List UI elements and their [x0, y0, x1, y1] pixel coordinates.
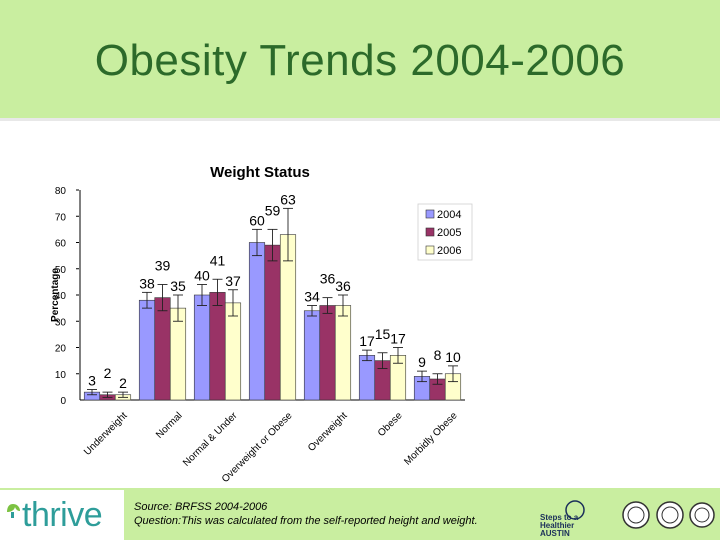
category-label-6: Morbidly Obese — [402, 410, 460, 468]
data-label-2004-6: 9 — [418, 354, 426, 370]
category-label-5: Obese — [376, 410, 405, 439]
data-label-2005-3: 59 — [265, 202, 281, 218]
source-note: Source: BRFSS 2004-2006 Question:This wa… — [134, 500, 478, 528]
health-seal-icon — [689, 502, 715, 528]
bar-2004-2 — [193, 294, 211, 401]
bar-2004-4 — [303, 310, 321, 401]
y-tick-label: 10 — [55, 370, 67, 381]
category-label-4: Overweight — [306, 410, 350, 454]
data-label-2006-0: 2 — [119, 375, 127, 391]
bar-2005-4 — [319, 305, 336, 401]
title-band: Obesity Trends 2004-2006 — [0, 0, 720, 118]
bar-2005-2 — [209, 292, 226, 401]
data-label-2005-5: 15 — [375, 326, 391, 342]
leaf-icon — [7, 504, 20, 518]
data-label-2005-0: 2 — [104, 365, 112, 381]
data-label-2004-4: 34 — [304, 289, 320, 305]
bar-2004-1 — [138, 299, 156, 401]
legend-label-2005: 2005 — [437, 227, 461, 239]
legend-label-2006: 2006 — [437, 245, 461, 257]
bar-2005-1 — [154, 297, 171, 401]
y-tick-label: 0 — [60, 396, 66, 407]
bar-2005-3 — [264, 244, 281, 401]
data-label-2004-3: 60 — [249, 212, 265, 228]
weight-status-chart: Weight Status Percentage 0 10 20 30 40 50 60 70 80… — [50, 164, 473, 485]
data-label-2006-2: 37 — [225, 273, 241, 289]
y-tick-label: 20 — [55, 344, 67, 355]
data-label-2006-4: 36 — [335, 278, 351, 294]
y-axis-label: Percentage — [50, 268, 61, 322]
slide-title: Obesity Trends 2004-2006 — [94, 36, 626, 85]
bar-2006-2 — [224, 302, 242, 401]
question-line: Question:This was calculated from the se… — [134, 515, 478, 527]
data-label-2005-1: 39 — [155, 258, 171, 274]
data-label-2006-3: 63 — [280, 191, 296, 207]
city-seal-icon — [622, 501, 650, 529]
partner-seal-icon — [565, 500, 585, 520]
category-label-1: Normal — [154, 410, 185, 441]
chart-title: Weight Status — [210, 164, 310, 181]
bar-2004-3 — [248, 242, 266, 401]
data-label-2004-2: 40 — [194, 268, 210, 284]
y-tick-label: 30 — [55, 317, 67, 328]
legend-swatch-2006 — [425, 245, 435, 255]
category-label-0: Underweight — [82, 410, 130, 458]
bar-2004-5 — [358, 355, 376, 401]
legend-swatch-2005 — [425, 227, 435, 237]
data-label-2004-0: 3 — [88, 373, 96, 389]
y-tick-label: 40 — [55, 291, 67, 302]
source-line: Source: BRFSS 2004-2006 — [134, 501, 268, 513]
data-label-2004-1: 38 — [139, 275, 155, 291]
partner-logo-text: Steps to a Healthier AUSTIN — [540, 513, 579, 538]
data-label-2005-6: 8 — [434, 347, 442, 363]
data-label-2006-6: 10 — [445, 349, 461, 365]
category-label-2: Normal & Under — [181, 410, 240, 469]
title-divider — [0, 118, 720, 121]
logo-text: thrive — [22, 496, 103, 534]
legend-label-2004: 2004 — [437, 209, 461, 221]
county-seal-icon — [656, 501, 684, 529]
bar-2006-1 — [169, 307, 187, 401]
data-label-2005-2: 41 — [210, 252, 226, 268]
y-tick-label: 70 — [55, 212, 67, 223]
legend-swatch-2004 — [425, 209, 435, 219]
partner-logos — [565, 500, 715, 529]
y-tick-label: 50 — [55, 265, 67, 276]
data-label-2006-1: 35 — [170, 278, 186, 294]
data-label-2004-5: 17 — [359, 333, 375, 349]
y-tick-label: 60 — [55, 239, 67, 250]
data-label-2006-5: 17 — [390, 331, 406, 347]
data-label-2005-4: 36 — [320, 271, 336, 287]
ithrive-logo: thrive — [0, 490, 124, 540]
bar-2006-4 — [334, 305, 352, 401]
y-tick-label: 80 — [55, 186, 67, 197]
